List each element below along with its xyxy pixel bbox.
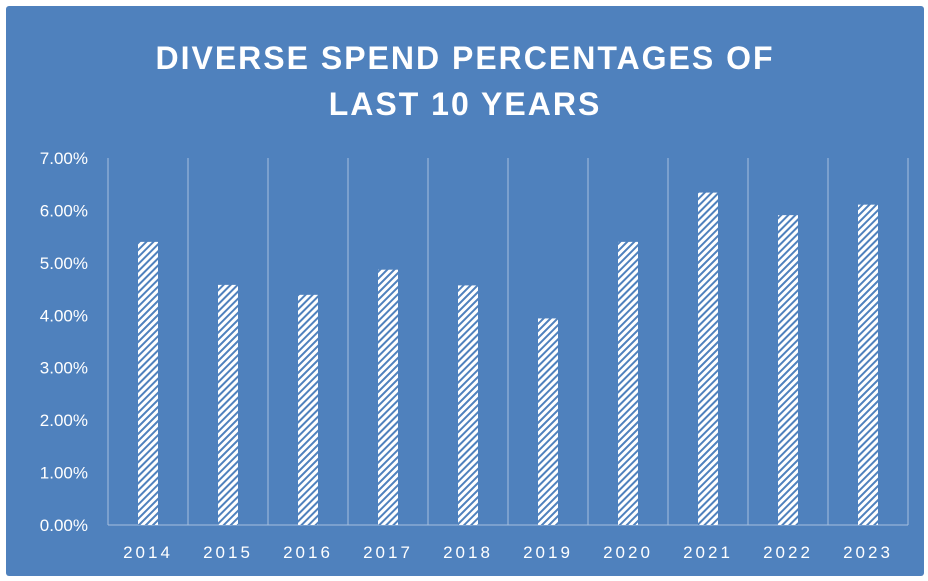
x-tick-label-2014: 2014 xyxy=(123,543,173,562)
x-tick-label-2020: 2020 xyxy=(603,543,653,562)
x-tick-label-2023: 2023 xyxy=(843,543,893,562)
bars xyxy=(138,192,878,526)
x-axis-tick-labels: 2014 2015 2016 2017 2018 2019 2020 2021 2022 2023 xyxy=(123,543,893,562)
bar-2023 xyxy=(858,204,878,525)
y-tick-label: 3.00% xyxy=(40,359,88,378)
y-tick-label: 7.00% xyxy=(40,149,88,168)
x-tick-label-2015: 2015 xyxy=(203,543,253,562)
y-tick-label: 2.00% xyxy=(40,411,88,430)
chart-title-line-1: DIVERSE SPEND PERCENTAGES OF xyxy=(155,40,774,76)
x-tick-label-2016: 2016 xyxy=(283,543,333,562)
y-tick-label: 1.00% xyxy=(40,464,88,483)
chart-title-line-2: LAST 10 YEARS xyxy=(329,86,602,122)
y-tick-label: 0.00% xyxy=(40,516,88,535)
chart-frame: DIVERSE SPEND PERCENTAGES OF LAST 10 YEA… xyxy=(6,6,924,576)
chart-title: DIVERSE SPEND PERCENTAGES OF LAST 10 YEA… xyxy=(155,40,774,122)
bar-2017 xyxy=(378,269,398,525)
bar-2022 xyxy=(778,215,798,525)
y-tick-label: 4.00% xyxy=(40,306,88,325)
x-tick-label-2022: 2022 xyxy=(763,543,813,562)
x-tick-label-2021: 2021 xyxy=(683,543,733,562)
x-tick-label-2018: 2018 xyxy=(443,543,493,562)
bar-2021 xyxy=(698,192,718,526)
y-tick-label: 5.00% xyxy=(40,254,88,273)
bar-2014 xyxy=(138,241,158,525)
bar-2020 xyxy=(618,241,638,525)
bar-2019 xyxy=(538,318,558,525)
grid-lines xyxy=(107,158,909,526)
x-tick-label-2019: 2019 xyxy=(523,543,573,562)
y-tick-label: 6.00% xyxy=(40,201,88,220)
y-axis-tick-labels: 0.00% 1.00% 2.00% 3.00% 4.00% 5.00% 6.00% 7.00% xyxy=(40,149,88,535)
bar-2016 xyxy=(298,294,318,525)
x-tick-label-2017: 2017 xyxy=(363,543,413,562)
bar-2015 xyxy=(218,284,238,525)
bar-2018 xyxy=(458,285,478,525)
bar-chart: DIVERSE SPEND PERCENTAGES OF LAST 10 YEA… xyxy=(6,6,924,576)
